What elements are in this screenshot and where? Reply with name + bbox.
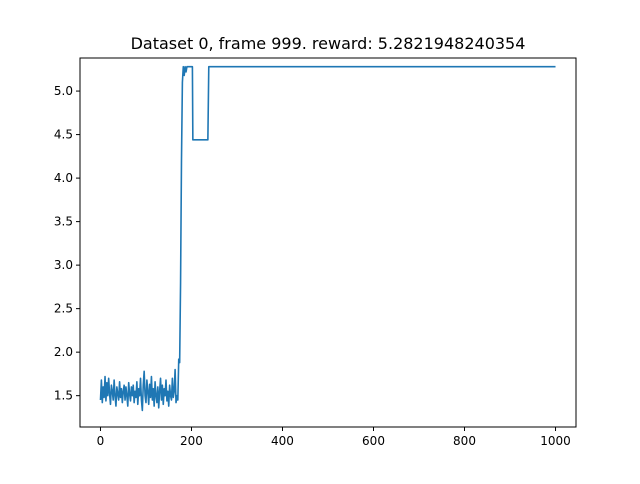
y-axis: 1.5 2.0 2.5 3.0 3.5 4.0 4.5 5.0: [54, 84, 80, 403]
y-tick-label: 5.0: [54, 84, 73, 98]
x-tick-label: 0: [97, 434, 105, 448]
y-tick-label: 2.5: [54, 302, 73, 316]
x-tick-label: 200: [180, 434, 203, 448]
y-tick-label: 1.5: [54, 389, 73, 403]
y-tick-label: 3.5: [54, 215, 73, 229]
x-axis: 0 200 400 600 800 1000: [97, 427, 571, 448]
x-tick-label: 1000: [540, 434, 571, 448]
series-line-0: [99, 65, 556, 412]
y-tick-label: 2.0: [54, 345, 73, 359]
plot-area: [99, 65, 556, 412]
y-tick-label: 4.5: [54, 128, 73, 142]
axes-frame: [79, 57, 577, 428]
x-tick-label: 400: [271, 434, 294, 448]
y-tick-label: 4.0: [54, 171, 73, 185]
x-tick-label: 800: [453, 434, 476, 448]
x-tick-label: 600: [362, 434, 385, 448]
y-tick-label: 3.0: [54, 258, 73, 272]
chart-title: Dataset 0, frame 999. reward: 5.28219482…: [131, 34, 526, 53]
